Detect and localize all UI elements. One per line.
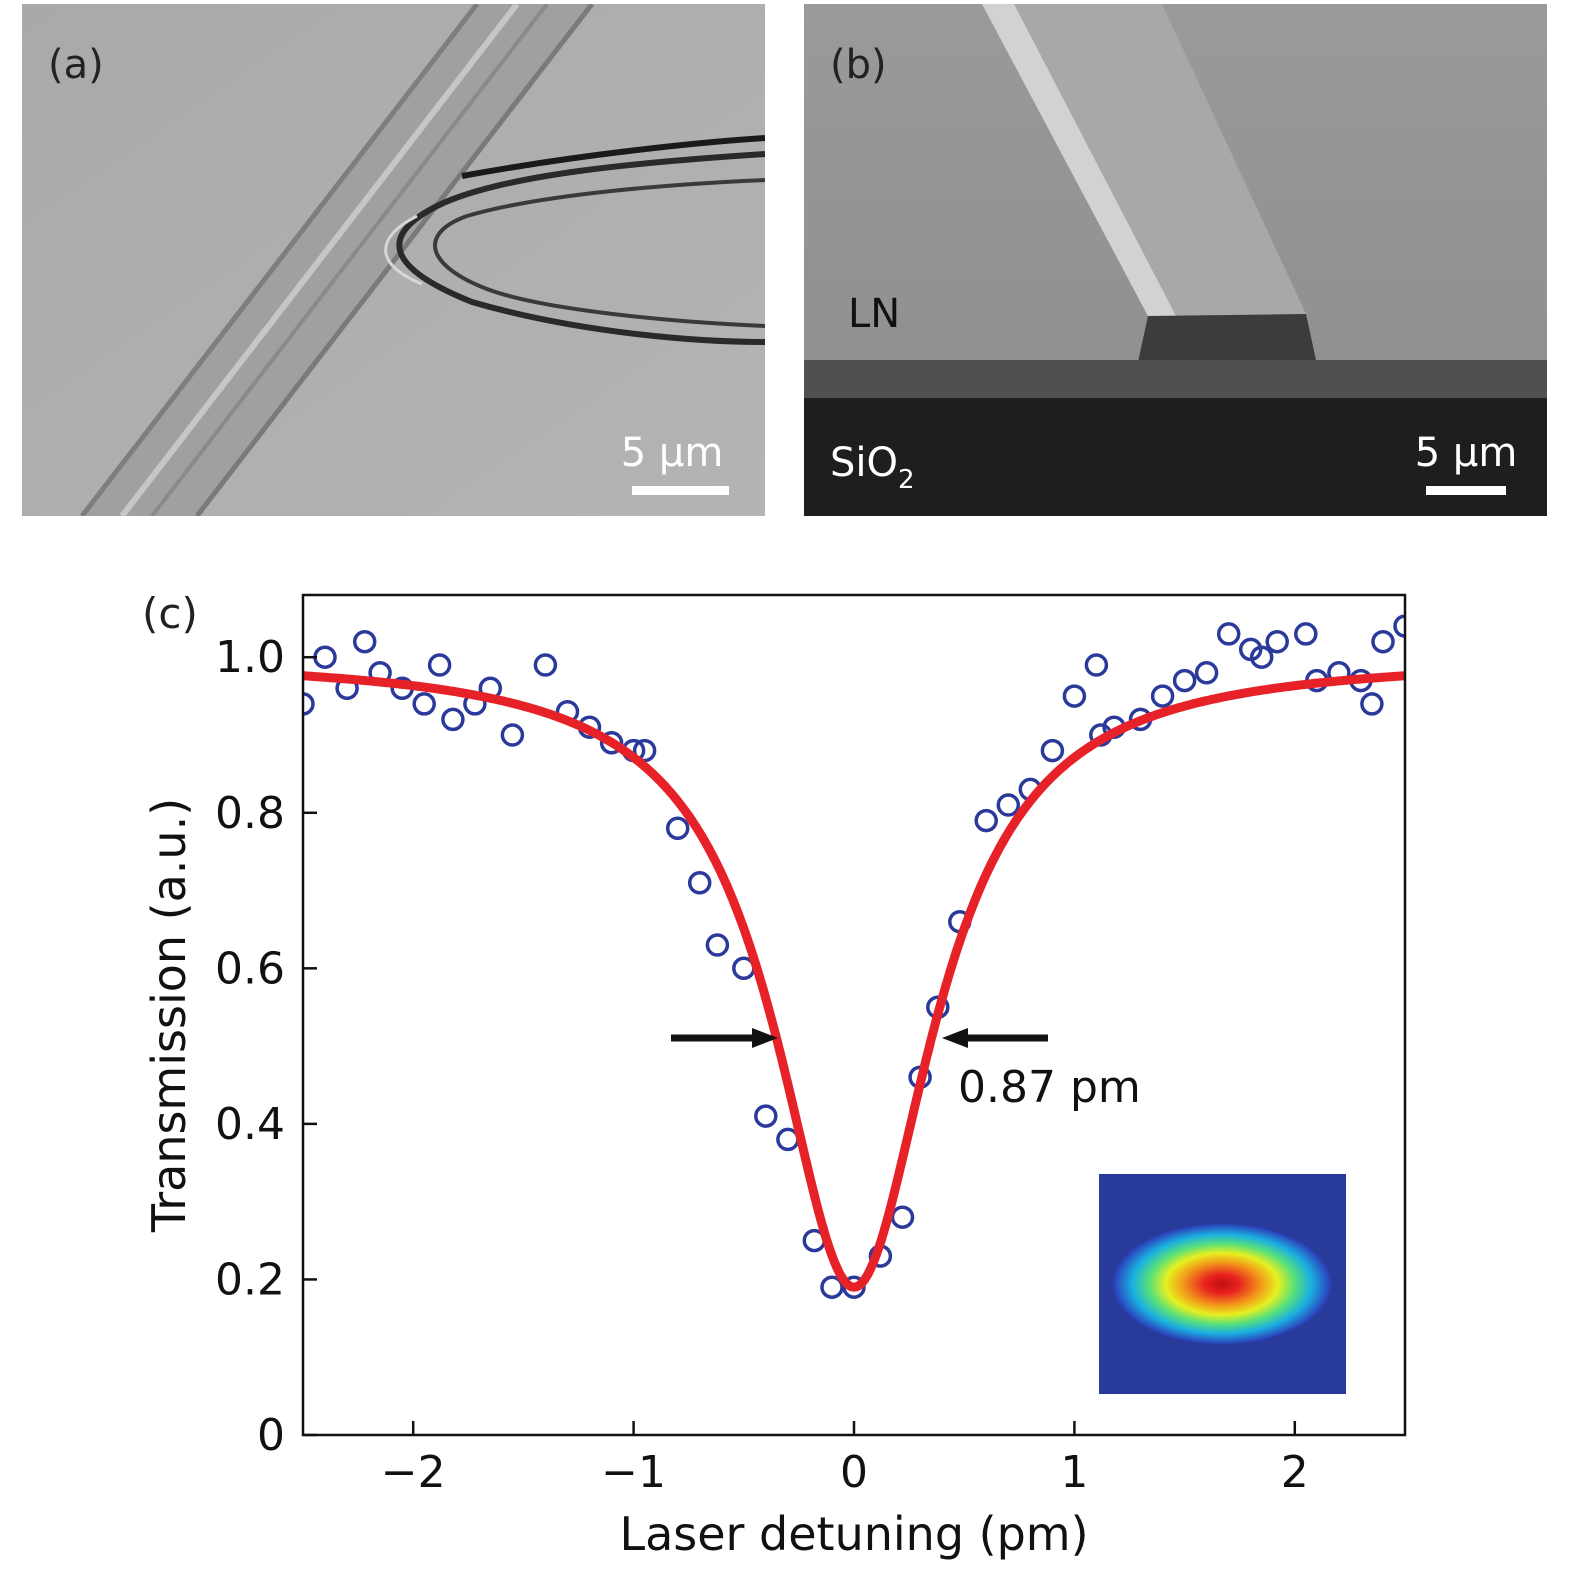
data-point (705, 933, 730, 957)
panel-c-chart: (c) 0.87 pm −2 −1 0 1 2 0 0.2 0.4 0.6 0.8 1.0 Lase… (142, 589, 1407, 1561)
data-point (427, 653, 452, 677)
sio2-label: SiO2 (830, 440, 915, 495)
panel-b-label: (b) (830, 42, 887, 88)
data-point (1040, 738, 1065, 763)
microring-edge (384, 135, 765, 345)
data-point (352, 629, 377, 654)
data-point (1371, 629, 1395, 654)
y-tick-label: 0.4 (215, 1099, 285, 1150)
data-point (441, 707, 465, 732)
data-point (1393, 614, 1405, 638)
data-point (1172, 668, 1197, 693)
y-tick-label: 0 (257, 1410, 285, 1461)
y-tick-label: 0.8 (215, 788, 285, 839)
data-point (665, 816, 690, 841)
x-tick-label: −1 (601, 1447, 666, 1498)
panel-a-label: (a) (48, 42, 104, 88)
data-point (412, 692, 436, 716)
data-point (500, 723, 525, 747)
fit-curve (303, 671, 1405, 1292)
data-point (754, 1104, 778, 1128)
ln-slab-edge (804, 360, 1547, 400)
sio2-substrate (804, 398, 1547, 516)
ln-label: LN (848, 291, 900, 337)
data-point (1294, 622, 1318, 646)
x-tick-label: 1 (1060, 1447, 1088, 1498)
y-tick-label: 0.6 (215, 943, 285, 994)
data-point (1084, 653, 1109, 677)
panel-b-scalebar-label: 5 μm (1415, 430, 1518, 476)
y-tick-label: 0.2 (215, 1254, 285, 1305)
data-point (1265, 629, 1289, 654)
x-tick-label: 2 (1281, 1447, 1309, 1498)
data-point (1194, 661, 1219, 685)
panel-b-scalebar (1426, 486, 1506, 495)
data-point (599, 731, 624, 755)
x-tick-label: −2 (381, 1447, 446, 1498)
fwhm-annotation: 0.87 pm (958, 1062, 1141, 1113)
x-tick-label: 0 (840, 1447, 868, 1498)
fwhm-arrows (671, 1028, 1048, 1048)
data-point (303, 692, 315, 716)
data-point (890, 1205, 915, 1229)
y-tick-label: 1.0 (215, 632, 285, 683)
ridge-waveguide (982, 4, 1306, 316)
panel-b-sem-image: (b) LN SiO2 5 μm (804, 4, 1547, 516)
data-point (996, 793, 1021, 817)
data-point (687, 871, 712, 895)
panel-c-label: (c) (142, 589, 198, 638)
bus-waveguide (80, 4, 594, 516)
panel-a-scalebar-label: 5 μm (621, 430, 724, 476)
data-point (1150, 684, 1175, 708)
y-axis-label: Transmission (a.u.) (142, 798, 196, 1233)
x-axis-label: Laser detuning (pm) (619, 1507, 1088, 1561)
data-point (533, 653, 558, 677)
data-point (1062, 684, 1087, 708)
mode-profile-inset (1099, 1174, 1346, 1394)
panel-a-micrograph: (a) 5 μm (22, 4, 765, 516)
data-point (1249, 645, 1274, 669)
data-point (842, 1275, 866, 1299)
data-point (1216, 622, 1241, 646)
panel-a-scalebar (632, 486, 729, 495)
data-point (974, 808, 998, 833)
data-point (820, 1275, 844, 1299)
data-point (313, 645, 337, 669)
data-point (1360, 692, 1384, 716)
